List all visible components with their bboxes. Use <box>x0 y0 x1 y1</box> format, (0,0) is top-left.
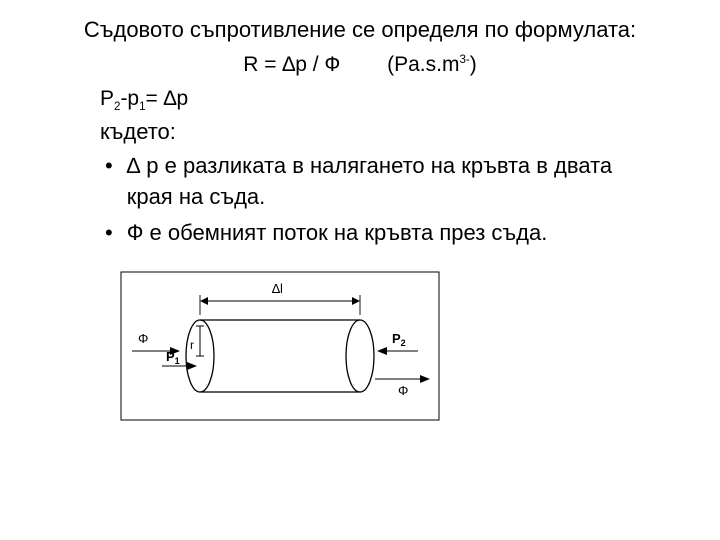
formula-gap <box>340 53 387 76</box>
eq-p-delta: ∆ <box>164 87 177 110</box>
vessel-diagram: r ∆l Φ P1 P2 Φ <box>120 271 670 421</box>
bullet-1-delta: ∆ <box>127 153 140 178</box>
formula-lhs: R = <box>243 53 282 76</box>
svg-text:r: r <box>190 338 194 352</box>
pressure-diff-eq: P2-p1= ∆p <box>100 87 670 113</box>
formula-unit-close: ) <box>470 53 477 76</box>
formula-mid: p / Ф <box>295 53 340 76</box>
bullet-2-text: Ф е обемният поток на кръвта през съда. <box>127 218 650 249</box>
bullet-2: • Ф е обемният поток на кръвта през съда… <box>105 218 650 249</box>
formula: R = ∆p / Ф (Pa.s.m3-) <box>50 53 670 77</box>
svg-text:∆l: ∆l <box>272 281 283 296</box>
formula-delta: ∆ <box>282 53 295 76</box>
formula-unit-exp: 3- <box>459 54 469 66</box>
bullet-mark: • <box>105 218 113 249</box>
eq-p-dash: -p <box>120 87 139 110</box>
svg-text:P2: P2 <box>392 331 406 348</box>
eq-p-P: P <box>100 87 114 110</box>
bullet-1-text: ∆ p е разликата в налягането на кръвта в… <box>127 151 650 213</box>
eq-p-p: p <box>177 87 189 110</box>
formula-unit: (Pa.s.m <box>387 53 459 76</box>
bullet-mark: • <box>105 151 113 182</box>
title-text: Съдовото съпротивление се определя по фо… <box>50 15 670 45</box>
where-label: където: <box>100 119 670 145</box>
svg-text:Φ: Φ <box>138 331 148 346</box>
bullet-1-body: p е разликата в налягането на кръвта в д… <box>127 153 612 209</box>
svg-text:Φ: Φ <box>398 383 408 398</box>
bullet-1: • ∆ p е разликата в налягането на кръвта… <box>105 151 650 213</box>
eq-p-eq: = <box>146 87 164 110</box>
